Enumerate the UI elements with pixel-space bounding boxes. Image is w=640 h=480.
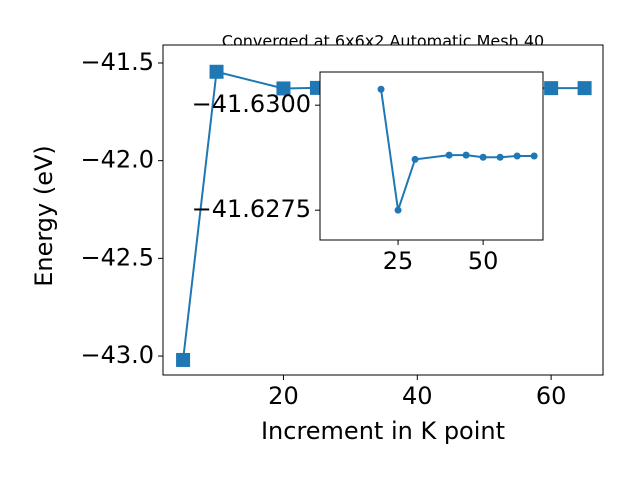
marker bbox=[276, 81, 291, 96]
y-axis-label: Energy (eV) bbox=[30, 145, 58, 287]
marker bbox=[577, 81, 592, 96]
marker bbox=[445, 151, 453, 159]
marker bbox=[209, 64, 224, 79]
marker bbox=[394, 206, 402, 214]
plot-area: 25 50 −41.6300 −41.6275 bbox=[192, 71, 544, 275]
marker bbox=[411, 155, 419, 163]
x-tick-label: 25 bbox=[383, 247, 414, 275]
y-tick-label: −41.6300 bbox=[192, 90, 311, 118]
x-tick-label: 20 bbox=[268, 382, 299, 410]
y-tick-label: −42.5 bbox=[80, 243, 154, 271]
marker bbox=[513, 152, 521, 160]
marker bbox=[462, 151, 470, 159]
y-tick-label: −43.0 bbox=[80, 341, 154, 369]
y-tick-label: −41.6275 bbox=[192, 195, 311, 223]
x-tick-label: 60 bbox=[536, 382, 567, 410]
marker bbox=[544, 81, 559, 96]
x-axis-label: Increment in K point bbox=[261, 417, 505, 445]
marker bbox=[479, 153, 487, 161]
x-tick-label: 50 bbox=[468, 247, 499, 275]
y-tick-label: −41.5 bbox=[80, 48, 154, 76]
axes-frame bbox=[319, 71, 544, 241]
series-group bbox=[377, 85, 538, 214]
y-tick-label: −42.0 bbox=[80, 146, 154, 174]
marker bbox=[496, 153, 504, 161]
marker bbox=[377, 85, 385, 93]
axes-frame bbox=[162, 44, 604, 376]
marker bbox=[530, 152, 538, 160]
marker bbox=[176, 352, 191, 367]
x-tick-label: 40 bbox=[402, 382, 433, 410]
